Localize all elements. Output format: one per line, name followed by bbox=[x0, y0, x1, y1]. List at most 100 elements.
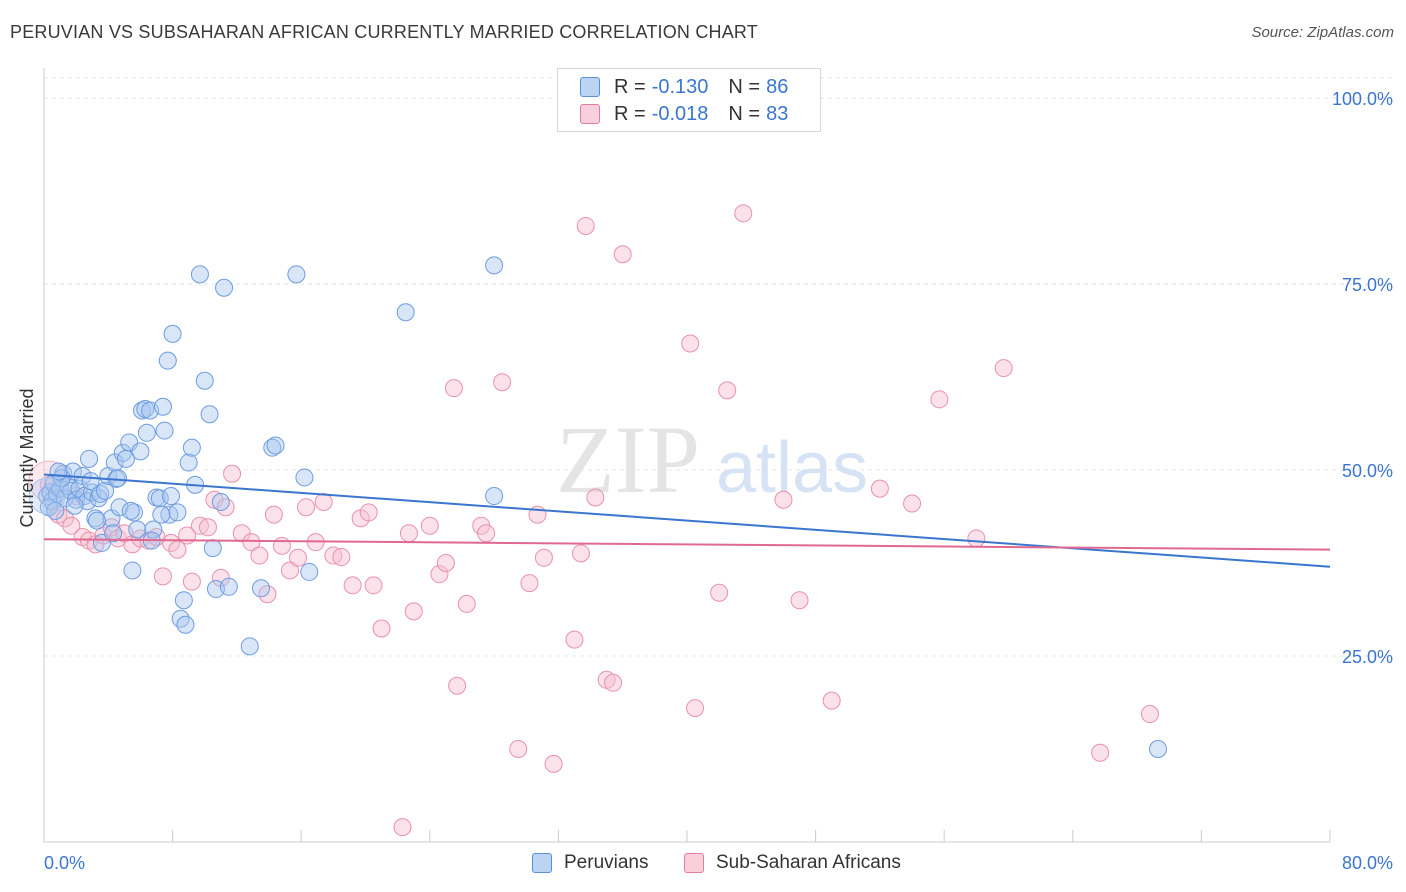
x-max-label: 80.0% bbox=[1342, 853, 1393, 873]
subsaharan-point bbox=[1091, 743, 1110, 762]
axes bbox=[43, 68, 1331, 843]
peruvian-point bbox=[46, 501, 65, 520]
subsaharan-point bbox=[448, 676, 467, 695]
y-tick-label: 100.0% bbox=[1332, 89, 1393, 109]
peruvian-point bbox=[252, 579, 271, 598]
subsaharan-point bbox=[681, 334, 700, 353]
peruvian-point bbox=[128, 520, 147, 539]
peruvian-point bbox=[131, 442, 150, 461]
watermark: ZIP atlas bbox=[556, 406, 868, 513]
peruvian-swatch-icon bbox=[532, 853, 552, 873]
subsaharan-points bbox=[28, 204, 1159, 837]
subsaharan-swatch-icon bbox=[684, 853, 704, 873]
subsaharan-point bbox=[264, 505, 283, 524]
subsaharan-point bbox=[272, 536, 291, 555]
subsaharan-point bbox=[790, 591, 809, 610]
bottom-legend-subsaharan: Sub-Saharan Africans bbox=[684, 852, 901, 874]
peruvian-point bbox=[158, 351, 177, 370]
subsaharan-point bbox=[477, 524, 496, 543]
peruvian-point bbox=[300, 562, 319, 581]
subsaharan-point bbox=[223, 464, 242, 483]
subsaharan-point bbox=[870, 479, 889, 498]
peruvian-point bbox=[219, 577, 238, 596]
subsaharan-point bbox=[718, 381, 737, 400]
chart-title: PERUVIAN VS SUBSAHARAN AFRICAN CURRENTLY… bbox=[10, 22, 758, 42]
subsaharan-point bbox=[280, 561, 299, 580]
subsaharan-point bbox=[399, 524, 418, 543]
bottom-legend-peruvians: Peruvians bbox=[532, 852, 649, 874]
peruvian-point bbox=[263, 438, 282, 457]
peruvian-point bbox=[240, 637, 259, 656]
peruvian-point bbox=[80, 449, 99, 468]
subsaharan-point bbox=[534, 548, 553, 567]
peruvian-point bbox=[295, 468, 314, 487]
legend-r-value: -0.130 bbox=[651, 75, 709, 98]
axis-labels: 25.0% 50.0% 75.0% 100.0% 0.0% 80.0% Currently … bbox=[17, 89, 1393, 873]
peruvian-point bbox=[152, 505, 171, 524]
peruvian-point bbox=[144, 520, 163, 539]
subsaharan-point bbox=[576, 216, 595, 235]
subsaharan-point bbox=[161, 533, 180, 552]
peruvian-point bbox=[485, 487, 504, 506]
peruvian-point bbox=[1148, 740, 1167, 758]
subsaharan-point bbox=[297, 498, 316, 517]
subsaharan-point bbox=[393, 818, 412, 837]
peruvian-point bbox=[161, 487, 180, 506]
peruvian-point bbox=[110, 498, 129, 517]
peruvian-point bbox=[113, 443, 132, 462]
subsaharan-point bbox=[55, 509, 74, 528]
peruvian-point bbox=[121, 501, 140, 520]
peruvian-point bbox=[174, 591, 193, 610]
peruvian-point bbox=[137, 423, 156, 442]
peruvian-point bbox=[168, 503, 187, 522]
legend-n-label: N = bbox=[728, 102, 761, 125]
peruvian-point bbox=[28, 477, 66, 515]
subsaharan-point bbox=[686, 699, 705, 718]
peruvian-point bbox=[179, 453, 198, 472]
subsaharan-point bbox=[613, 245, 632, 264]
subsaharan-point bbox=[930, 390, 949, 409]
legend-n-value: 86 bbox=[766, 75, 789, 98]
subsaharan-point bbox=[364, 576, 383, 595]
subsaharan-point bbox=[734, 204, 753, 223]
subsaharan-point bbox=[359, 503, 378, 522]
peruvian-point bbox=[211, 492, 230, 511]
subsaharan-point bbox=[520, 574, 539, 593]
subsaharan-point bbox=[242, 533, 261, 552]
peruvian-point bbox=[200, 405, 219, 424]
legend-n-value: 83 bbox=[766, 102, 789, 125]
subsaharan-point bbox=[509, 740, 528, 758]
correlation-legend: R = -0.130 N = 86 R = -0.018 N = 83 bbox=[557, 68, 821, 132]
subsaharan-point bbox=[332, 548, 351, 567]
subsaharan-point bbox=[1140, 705, 1159, 724]
grid-lines bbox=[44, 77, 1392, 657]
legend-r-label: R = bbox=[614, 75, 646, 98]
subsaharan-point bbox=[444, 379, 463, 398]
peruvian-swatch-icon bbox=[580, 77, 600, 97]
peruvian-point bbox=[287, 265, 306, 284]
trend-lines bbox=[43, 473, 1331, 568]
peruvian-point bbox=[123, 561, 142, 580]
peruvian-point bbox=[171, 609, 190, 628]
peruvian-point bbox=[203, 539, 222, 558]
peruvian-point bbox=[266, 436, 285, 455]
subsaharan-point bbox=[343, 576, 362, 595]
subsaharan-point bbox=[250, 546, 269, 565]
subsaharan-point bbox=[604, 673, 623, 692]
subsaharan-point bbox=[565, 630, 584, 649]
bottom-legend-subsaharan-label: Sub-Saharan Africans bbox=[716, 852, 901, 873]
subsaharan-point bbox=[457, 594, 476, 613]
subsaharan-point bbox=[430, 565, 449, 584]
subsaharan-point bbox=[903, 494, 922, 513]
peruvian-point bbox=[190, 265, 209, 284]
watermark-zip: ZIP bbox=[556, 406, 700, 513]
peruvian-point bbox=[155, 421, 174, 440]
peruvian-point bbox=[104, 524, 123, 543]
peruvian-point bbox=[65, 496, 84, 515]
bottom-legend-peruvians-label: Peruvians bbox=[564, 852, 649, 873]
subsaharan-point bbox=[571, 544, 590, 563]
x-min-label: 0.0% bbox=[44, 853, 85, 873]
subsaharan-point bbox=[372, 619, 391, 638]
peruvian-point bbox=[125, 503, 144, 522]
y-tick-label: 50.0% bbox=[1342, 461, 1393, 481]
